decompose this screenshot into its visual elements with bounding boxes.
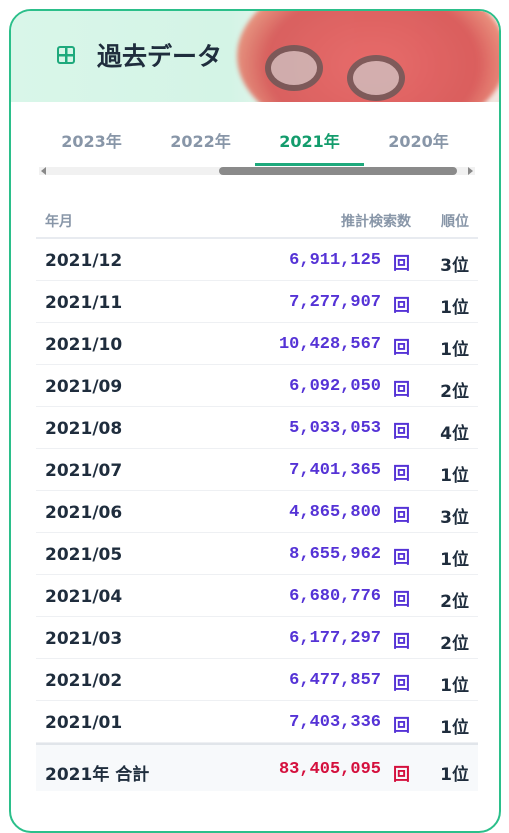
scroll-left[interactable] <box>41 167 46 175</box>
rank: 1位 <box>440 765 469 785</box>
count-unit: 回 <box>393 632 410 652</box>
month: 2021/05 <box>45 545 123 565</box>
rank: 2位 <box>440 592 469 612</box>
search-count: 6,477,857 <box>289 671 381 690</box>
data-table: 年月 推計検索数 順位 2021/12 6,911,125 回 3位 2021/11 7,… <box>36 199 478 791</box>
month: 2021/09 <box>45 377 123 397</box>
header-image-eye <box>265 45 323 91</box>
search-count: 8,655,962 <box>289 545 381 564</box>
month: 2021年 合計 <box>45 765 150 785</box>
search-count: 7,403,336 <box>289 713 381 732</box>
count-unit: 回 <box>393 765 410 785</box>
search-count: 6,911,125 <box>289 251 381 270</box>
column-header: 年月 <box>45 214 73 230</box>
search-count: 7,401,365 <box>289 461 381 480</box>
count-unit: 回 <box>393 422 410 442</box>
year-tabs: 2023年 2022年 2021年 2020年 <box>37 126 489 166</box>
month: 2021/12 <box>45 251 123 271</box>
count-unit: 回 <box>393 380 410 400</box>
table-row: 2021/11 7,277,907 回 1位 <box>36 281 478 323</box>
count-unit: 回 <box>393 296 410 316</box>
month: 2021/06 <box>45 503 123 523</box>
rank: 1位 <box>440 466 469 486</box>
month: 2021/07 <box>45 461 123 481</box>
scroll-right[interactable] <box>468 167 473 175</box>
rank: 1位 <box>440 340 469 360</box>
table-row: 2021/01 7,403,336 回 1位 <box>36 701 478 743</box>
table-row: 2021/04 6,680,776 回 2位 <box>36 575 478 617</box>
table-row: 2021/05 8,655,962 回 1位 <box>36 533 478 575</box>
rank: 2位 <box>440 634 469 654</box>
count-unit: 回 <box>393 464 410 484</box>
month: 2021/01 <box>45 713 123 733</box>
year-tab[interactable]: 2020年 <box>388 132 449 151</box>
search-count: 5,033,053 <box>289 419 381 438</box>
table-row: 2021/07 7,401,365 回 1位 <box>36 449 478 491</box>
count-unit: 回 <box>393 548 410 568</box>
month: 2021/08 <box>45 419 123 439</box>
rank: 3位 <box>440 256 469 276</box>
count-unit: 回 <box>393 506 410 526</box>
count-unit: 回 <box>393 674 410 694</box>
month: 2021/03 <box>45 629 123 649</box>
month: 2021/02 <box>45 671 123 691</box>
count-unit: 回 <box>393 338 410 358</box>
month: 2021/11 <box>45 293 123 313</box>
table-row: 2021/12 6,911,125 回 3位 <box>36 239 478 281</box>
year-tab[interactable]: 2022年 <box>170 132 231 151</box>
table-row: 2021/02 6,477,857 回 1位 <box>36 659 478 701</box>
year-tab[interactable]: 2023年 <box>61 132 122 151</box>
table-row: 2021/08 5,033,053 回 4位 <box>36 407 478 449</box>
table-header: 年月 推計検索数 順位 <box>36 199 478 239</box>
scroll-thumb[interactable] <box>219 167 457 175</box>
table-row: 2021/09 6,092,050 回 2位 <box>36 365 478 407</box>
year-tab[interactable]: 2021年 <box>255 126 364 166</box>
month: 2021/04 <box>45 587 123 607</box>
search-count: 7,277,907 <box>289 293 381 312</box>
table-icon <box>57 46 75 64</box>
search-count: 10,428,567 <box>278 335 381 354</box>
rank: 1位 <box>440 550 469 570</box>
search-count: 83,405,095 <box>278 760 381 779</box>
total-row: 2021年 合計 83,405,095 回 1位 <box>36 743 478 791</box>
table-row: 2021/10 10,428,567 回 1位 <box>36 323 478 365</box>
count-unit: 回 <box>393 590 410 610</box>
table-row: 2021/06 4,865,800 回 3位 <box>36 491 478 533</box>
search-count: 6,680,776 <box>289 587 381 606</box>
count-unit: 回 <box>393 716 410 736</box>
rank: 4位 <box>440 424 469 444</box>
tab-scrollbar[interactable] <box>39 167 475 175</box>
page: 過去データ 2023年 2022年 2021年 2020年 年月 推計検索数 順位 2… <box>9 9 501 833</box>
count-unit: 回 <box>393 254 410 274</box>
rank: 1位 <box>440 676 469 696</box>
column-header: 推計検索数 <box>341 214 411 230</box>
card-header: 過去データ <box>11 11 499 102</box>
past-data-card: 過去データ 2023年 2022年 2021年 2020年 年月 推計検索数 順位 2… <box>9 9 501 833</box>
header-image-eye <box>347 55 405 101</box>
card-title: 過去データ <box>97 42 223 71</box>
rank: 2位 <box>440 382 469 402</box>
search-count: 6,177,297 <box>289 629 381 648</box>
search-count: 4,865,800 <box>289 503 381 522</box>
table-row: 2021/03 6,177,297 回 2位 <box>36 617 478 659</box>
rank: 1位 <box>440 298 469 318</box>
month: 2021/10 <box>45 335 123 355</box>
rank: 1位 <box>440 718 469 738</box>
search-count: 6,092,050 <box>289 377 381 396</box>
rank: 3位 <box>440 508 469 528</box>
column-header: 順位 <box>441 214 469 230</box>
